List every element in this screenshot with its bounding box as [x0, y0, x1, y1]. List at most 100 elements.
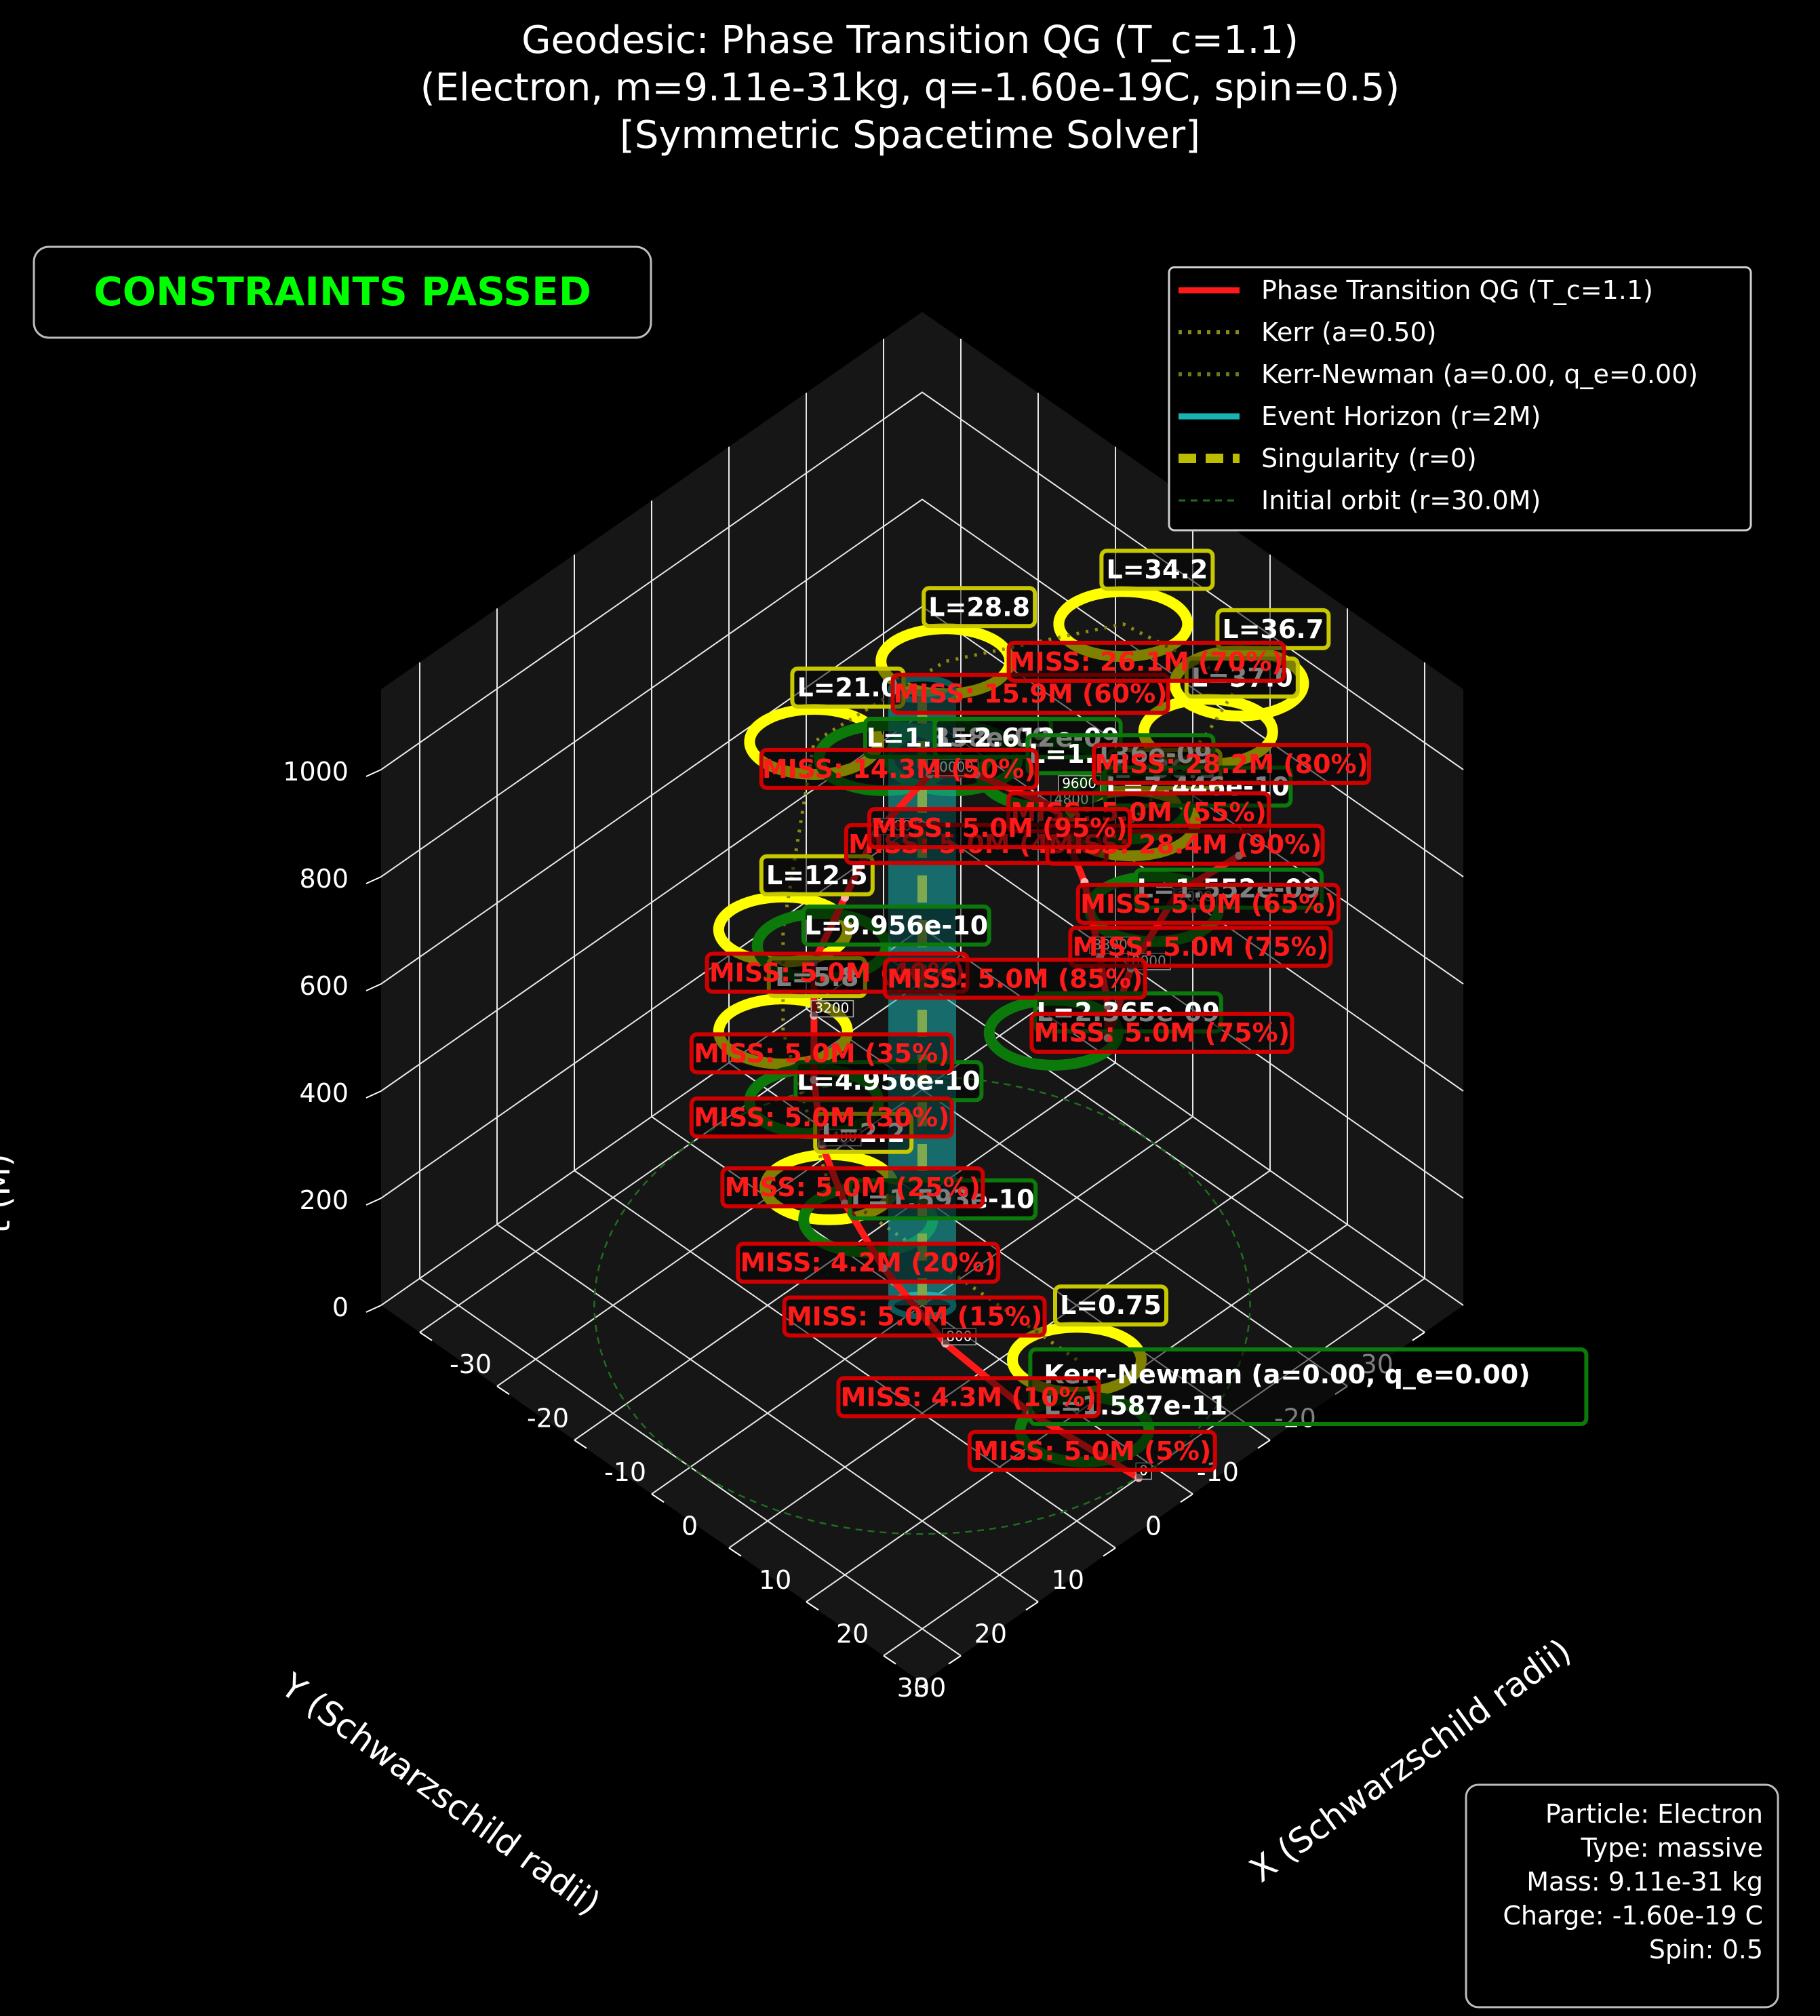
info-line: Charge: -1.60e-19 C: [1503, 1901, 1763, 1931]
status-badge-text: CONSTRAINTS PASSED: [94, 269, 591, 315]
miss-label: MISS: 5.0M (30%): [689, 1096, 954, 1139]
miss-label: MISS: 4.2M (20%): [736, 1242, 1001, 1284]
kerr-ring-label: L=34.2: [1099, 549, 1215, 591]
info-line: Spin: 0.5: [1649, 1935, 1763, 1964]
kerr-ring-label-frame: [1053, 1284, 1168, 1327]
title-line-3: [Symmetric Spacetime Solver]: [620, 113, 1200, 157]
legend-entry: Initial orbit (r=30.0M): [1179, 486, 1541, 515]
legend-entry: Event Horizon (r=2M): [1179, 401, 1541, 431]
miss-label-text: MISS: 5.0M (15%): [787, 1301, 1042, 1331]
info-line: Particle: Electron: [1545, 1799, 1763, 1829]
legend-label: Phase Transition QG (T_c=1.1): [1261, 275, 1653, 305]
miss-label-frame: [782, 1295, 1047, 1338]
info-line: Mass: 9.11e-31 kg: [1526, 1867, 1763, 1897]
miss-label: MISS: 5.0M (75%): [1068, 926, 1333, 968]
z-tick-label: 400: [299, 1078, 349, 1108]
miss-label: MISS: 5.0M (75%): [1029, 1012, 1294, 1054]
x-tick-mark: [574, 1439, 587, 1449]
kerr-ring-label-text: L=36.7: [1222, 614, 1324, 644]
y-tick-mark: [1180, 1493, 1193, 1503]
time-marker-frame: [810, 1000, 854, 1018]
miss-label-frame: [1075, 882, 1341, 925]
miss-label-text: MISS: 4.3M (10%): [841, 1382, 1096, 1412]
particle-info-box: Particle: Electron Type: massive Mass: 9.1…: [1465, 1783, 1779, 2009]
miss-label: MISS: 5.0M (95%): [867, 807, 1132, 850]
x-tick-label: 30: [913, 1673, 946, 1703]
legend-entry: Kerr-Newman (a=0.00, q_e=0.00): [1179, 359, 1698, 389]
kerr-newman-caption-label: Kerr-Newman (a=0.00, q_e=0.00)L=1.587e-1…: [1028, 1347, 1589, 1427]
miss-label-text: MISS: 26.1M (70%): [1010, 647, 1284, 677]
miss-label-frame: [882, 957, 1147, 1000]
miss-label: MISS: 28.2M (80%): [1092, 743, 1371, 785]
miss-label-text: MISS: 5.0M (75%): [1034, 1018, 1290, 1048]
status-badge-frame: [33, 245, 652, 339]
z-tick-label: 1000: [283, 757, 349, 787]
legend-label: Kerr (a=0.50): [1261, 317, 1436, 347]
initial-orbit: [593, 1075, 1251, 1535]
x-tick-label: 0: [681, 1511, 698, 1541]
y-tick-mark: [1257, 1439, 1271, 1449]
legend-entry: Phase Transition QG (T_c=1.1): [1179, 275, 1653, 305]
miss-label-frame: [967, 1429, 1217, 1472]
status-badge: CONSTRAINTS PASSED: [33, 245, 652, 339]
legend-frame: [1168, 266, 1752, 532]
kerr-ring-label: L=28.8: [922, 586, 1037, 629]
z-tick-mark: [365, 1305, 382, 1313]
kerr-newman-ring-label-text: L=9.956e-10: [804, 911, 988, 941]
info-box-frame: [1465, 1783, 1779, 2009]
z-tick-mark: [365, 1090, 382, 1099]
miss-label: MISS: 5.0M (5%): [967, 1429, 1217, 1472]
miss-label: MISS: 14.3M (50%): [759, 747, 1039, 790]
z-tick-mark: [365, 769, 382, 777]
miss-label-frame: [1092, 743, 1371, 785]
kerr-ring-label: L=21.0: [790, 667, 906, 709]
miss-label-text: MISS: 5.0M (5%): [973, 1436, 1211, 1466]
kerr-ring-label: L=0.75: [1053, 1284, 1168, 1327]
kerr-ring-label-text: L=28.8: [928, 592, 1030, 622]
kerr-ring-label-text: L=12.5: [766, 861, 868, 890]
title-line-2: (Electron, m=9.11e-31kg, q=-1.60e-19C, s…: [420, 66, 1400, 110]
z-axis-label: t (M): [0, 1153, 18, 1233]
miss-label-text: MISS: 14.3M (50%): [762, 754, 1036, 784]
miss-label-frame: [1006, 640, 1286, 683]
miss-label: MISS: 15.9M (60%): [890, 673, 1170, 715]
y-tick-label: 0: [1145, 1511, 1162, 1541]
x-tick-label: -30: [450, 1349, 492, 1379]
miss-label-text: MISS: 5.0M (85%): [887, 964, 1143, 993]
miss-label: MISS: 26.1M (70%): [1006, 640, 1286, 683]
miss-label-frame: [689, 1096, 954, 1139]
legend: Phase Transition QG (T_c=1.1) Kerr (a=0.5…: [1168, 266, 1752, 532]
kerr-ring-label-frame: [1099, 549, 1215, 591]
miss-label-frame: [1029, 1012, 1294, 1054]
miss-label: MISS: 5.0M (65%): [1075, 882, 1341, 925]
miss-label-frame: [867, 807, 1132, 850]
z-tick-mark: [365, 1198, 382, 1206]
miss-label-text: MISS: 5.0M (75%): [1073, 932, 1328, 962]
y-tick-mark: [1412, 1331, 1425, 1341]
x-tick-label: 10: [759, 1565, 791, 1595]
miss-label-frame: [759, 747, 1039, 790]
miss-label-text: MISS: 4.2M (20%): [740, 1248, 995, 1278]
kerr-ring-label-text: L=34.2: [1106, 555, 1208, 585]
axes-ticks: 02004006008001000-30-20-100102030-30-20-…: [283, 757, 1425, 1703]
x-tick-mark: [883, 1655, 896, 1665]
x-tick-label: 20: [836, 1619, 869, 1648]
time-marker-label: 3200: [814, 1000, 849, 1016]
x-tick-mark: [728, 1547, 742, 1557]
z-tick-label: 0: [332, 1292, 349, 1322]
miss-label-text: MISS: 5.0M (65%): [1080, 889, 1336, 919]
miss-label: MISS: 5.0M (35%): [689, 1032, 954, 1075]
info-line: Type: massive: [1581, 1833, 1764, 1863]
annotation-labels: L=0.75L=2.2L=5.8L=12.5L=21.0L=28.8L=34.2…: [689, 549, 1589, 1472]
x-tick-label: -20: [527, 1403, 569, 1433]
x-tick-mark: [806, 1601, 819, 1611]
miss-label-frame: [736, 1242, 1001, 1284]
x-tick-label: -10: [604, 1457, 646, 1487]
initial-orbit-circle: [593, 1075, 1251, 1535]
y-tick-mark: [1103, 1547, 1116, 1557]
miss-label: MISS: 5.0M (85%): [882, 957, 1147, 1000]
miss-label-frame: [720, 1166, 985, 1209]
z-tick-mark: [365, 876, 382, 884]
miss-label-frame: [689, 1032, 954, 1075]
